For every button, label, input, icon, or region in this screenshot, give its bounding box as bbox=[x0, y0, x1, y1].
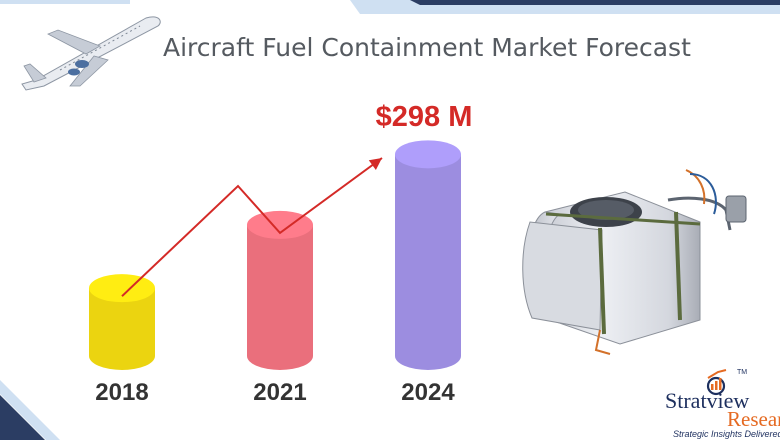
bar-body bbox=[247, 224, 313, 370]
fuel-tank-illustration bbox=[522, 169, 747, 355]
trend-line bbox=[121, 157, 383, 297]
category-label-2021: 2021 bbox=[253, 379, 306, 406]
bar-group bbox=[89, 140, 461, 370]
airplane-illustration bbox=[21, 16, 161, 91]
chart-title: Aircraft Fuel Containment Market Forecas… bbox=[163, 33, 691, 62]
bar-2018 bbox=[89, 274, 155, 370]
brand-name-line1: Stratview bbox=[665, 388, 749, 413]
brand-tagline: Strategic Insights Delivered bbox=[673, 429, 780, 439]
bar-body bbox=[395, 154, 461, 370]
bar-2021 bbox=[247, 210, 313, 370]
brand-name-line2: Research bbox=[727, 407, 780, 431]
category-label-2024: 2024 bbox=[401, 379, 455, 406]
trend-arrowhead bbox=[368, 158, 382, 170]
bar-body bbox=[89, 288, 155, 370]
bar-top bbox=[395, 140, 461, 169]
trend-arrow bbox=[121, 157, 383, 297]
brand-logo: TM Stratview Research Strategic Insights… bbox=[665, 369, 780, 439]
category-labels: 2018 2021 2024 bbox=[95, 379, 455, 406]
brand-trademark: TM bbox=[737, 369, 747, 376]
bar-top bbox=[89, 274, 155, 303]
brand-logo-icon bbox=[706, 369, 727, 396]
bar-2024 bbox=[395, 140, 461, 370]
category-label-2018: 2018 bbox=[95, 379, 148, 406]
bar-top bbox=[247, 210, 313, 239]
forecast-value-label: $298 M bbox=[376, 101, 473, 133]
